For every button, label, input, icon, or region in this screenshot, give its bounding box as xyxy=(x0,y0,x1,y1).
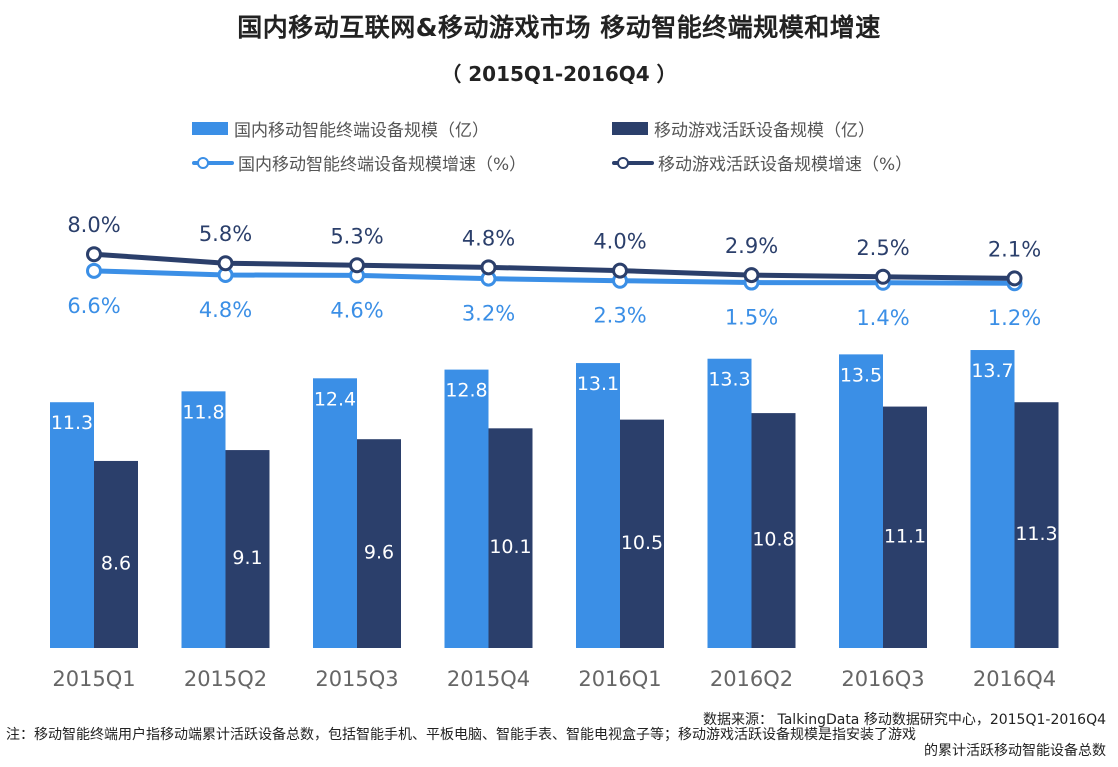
x-tick-2015Q1: 2015Q1 xyxy=(52,667,135,691)
legend-item-game-scale: 移动游戏活跃设备规模（亿） xyxy=(612,116,875,141)
bar-game-2015Q2 xyxy=(225,450,270,648)
bar-terminal-2015Q4 xyxy=(444,369,489,648)
bar-label-terminal-2016Q4: 13.7 xyxy=(971,360,1013,382)
bar-label-game-2016Q1: 10.5 xyxy=(621,532,663,554)
chart-title: 国内移动互联网&移动游戏市场 移动智能终端规模和增速 xyxy=(237,13,881,42)
bar-game-2016Q2 xyxy=(751,413,796,648)
bar-label-terminal-2015Q3: 12.4 xyxy=(314,388,356,410)
x-tick-2015Q3: 2015Q3 xyxy=(315,667,398,691)
bar-terminal-2015Q3 xyxy=(313,378,357,648)
bar-label-terminal-2016Q2: 13.3 xyxy=(708,369,750,391)
point-game-growth-2016Q1 xyxy=(612,262,628,279)
footnote-text: 注：移动智能终端用户指移动端累计活跃设备总数，包括智能手机、平板电脑、智能手表、… xyxy=(6,727,1106,759)
bar-game-2016Q3 xyxy=(883,406,927,648)
legend-item-game-growth: 移动游戏活跃设备规模增速（%） xyxy=(612,150,912,175)
bar-terminal-2016Q2 xyxy=(707,358,752,648)
point-game-growth-2015Q3 xyxy=(349,257,365,274)
bar-label-game-2016Q3: 11.1 xyxy=(884,525,926,547)
line-game-growth xyxy=(93,251,1015,281)
point-game-growth-2015Q4 xyxy=(480,259,497,276)
label-terminal-growth-2015Q4: 3.2% xyxy=(462,302,515,326)
bar-label-game-2015Q2: 9.1 xyxy=(232,547,262,569)
label-terminal-growth-2016Q3: 1.4% xyxy=(856,306,909,330)
bar-label-terminal-2015Q4: 12.8 xyxy=(445,380,487,402)
legend-label-game-scale: 移动游戏活跃设备规模（亿） xyxy=(654,121,875,141)
bar-terminal-2016Q3 xyxy=(839,354,883,648)
legend-item-terminal-scale: 国内移动智能终端设备规模（亿） xyxy=(192,116,489,141)
label-terminal-growth-2016Q1: 2.3% xyxy=(593,304,646,328)
footnote-line-2: 的累计活跃移动智能设备总数 xyxy=(924,743,1106,759)
legend-label-terminal-growth: 国内移动智能终端设备规模增速（%） xyxy=(238,155,527,175)
source-note: 数据来源： TalkingData 移动数据研究中心，2015Q1-2016Q4 xyxy=(703,712,1106,728)
label-terminal-growth-2016Q2: 1.5% xyxy=(725,306,778,330)
label-terminal-growth-2015Q2: 4.8% xyxy=(199,298,252,322)
footnote-line-1: 注：移动智能终端用户指移动端累计活跃设备总数，包括智能手机、平板电脑、智能手表、… xyxy=(6,727,916,743)
legend-item-terminal-growth: 国内移动智能终端设备规模增速（%） xyxy=(192,150,526,175)
bar-label-terminal-2016Q3: 13.5 xyxy=(840,364,882,386)
point-game-growth-2015Q1 xyxy=(86,246,102,263)
label-game-growth-2015Q3: 5.3% xyxy=(330,224,383,248)
bar-game-2015Q4 xyxy=(488,428,533,648)
label-game-growth-2016Q2: 2.9% xyxy=(725,234,778,258)
bar-game-2016Q1 xyxy=(620,419,664,648)
bar-terminal-2015Q1 xyxy=(50,402,94,648)
label-terminal-growth-2015Q3: 4.6% xyxy=(330,298,383,322)
bar-label-game-2016Q4: 11.3 xyxy=(1015,523,1057,545)
label-game-growth-2016Q3: 2.5% xyxy=(856,236,909,260)
bar-terminal-2016Q1 xyxy=(576,363,620,648)
bar-terminal-2015Q2 xyxy=(181,391,226,648)
bar-label-terminal-2015Q2: 11.8 xyxy=(182,401,224,423)
point-game-growth-2016Q4 xyxy=(1006,270,1023,287)
line-terminal-growth xyxy=(93,268,1015,286)
label-terminal-growth-2016Q4: 1.2% xyxy=(988,306,1041,330)
x-tick-2016Q1: 2016Q1 xyxy=(578,667,661,691)
bar-label-game-2016Q2: 10.8 xyxy=(752,529,794,551)
point-terminal-growth-2015Q1 xyxy=(86,262,102,279)
label-game-growth-2016Q4: 2.1% xyxy=(988,237,1041,261)
label-game-growth-2015Q2: 5.8% xyxy=(199,222,252,246)
legend-label-game-growth: 移动游戏活跃设备规模增速（%） xyxy=(658,155,913,175)
label-game-growth-2016Q1: 4.0% xyxy=(593,230,646,254)
legend-swatch-game-growth xyxy=(612,155,654,171)
label-game-growth-2015Q4: 4.8% xyxy=(462,226,515,250)
bar-game-2016Q4 xyxy=(1014,402,1059,648)
bar-label-terminal-2016Q1: 13.1 xyxy=(577,373,619,395)
point-game-growth-2015Q2 xyxy=(217,255,234,272)
bar-game-2015Q1 xyxy=(94,460,138,648)
point-game-growth-2016Q2 xyxy=(743,267,760,284)
legend-swatch-terminal-scale xyxy=(192,122,228,135)
bar-label-game-2015Q4: 10.1 xyxy=(489,536,531,558)
chart-subtitle: （ 2015Q1-2016Q4 ） xyxy=(441,62,677,86)
bar-terminal-2016Q4 xyxy=(970,350,1015,648)
x-tick-2015Q4: 2015Q4 xyxy=(447,667,530,691)
point-game-growth-2016Q3 xyxy=(875,268,891,285)
legend-swatch-game-scale xyxy=(612,122,648,135)
bar-label-terminal-2015Q1: 11.3 xyxy=(51,412,93,434)
x-tick-2016Q3: 2016Q3 xyxy=(841,667,924,691)
x-tick-2015Q2: 2015Q2 xyxy=(184,667,267,691)
bar-game-2015Q3 xyxy=(357,439,401,648)
label-terminal-growth-2015Q1: 6.6% xyxy=(67,294,120,318)
label-game-growth-2015Q1: 8.0% xyxy=(67,213,120,237)
bar-label-game-2015Q1: 8.6 xyxy=(101,552,131,574)
bar-label-game-2015Q3: 9.6 xyxy=(364,542,394,564)
x-tick-2016Q2: 2016Q2 xyxy=(710,667,793,691)
legend-swatch-terminal-growth xyxy=(192,155,234,171)
x-tick-2016Q4: 2016Q4 xyxy=(973,667,1056,691)
legend-label-terminal-scale: 国内移动智能终端设备规模（亿） xyxy=(234,121,489,141)
